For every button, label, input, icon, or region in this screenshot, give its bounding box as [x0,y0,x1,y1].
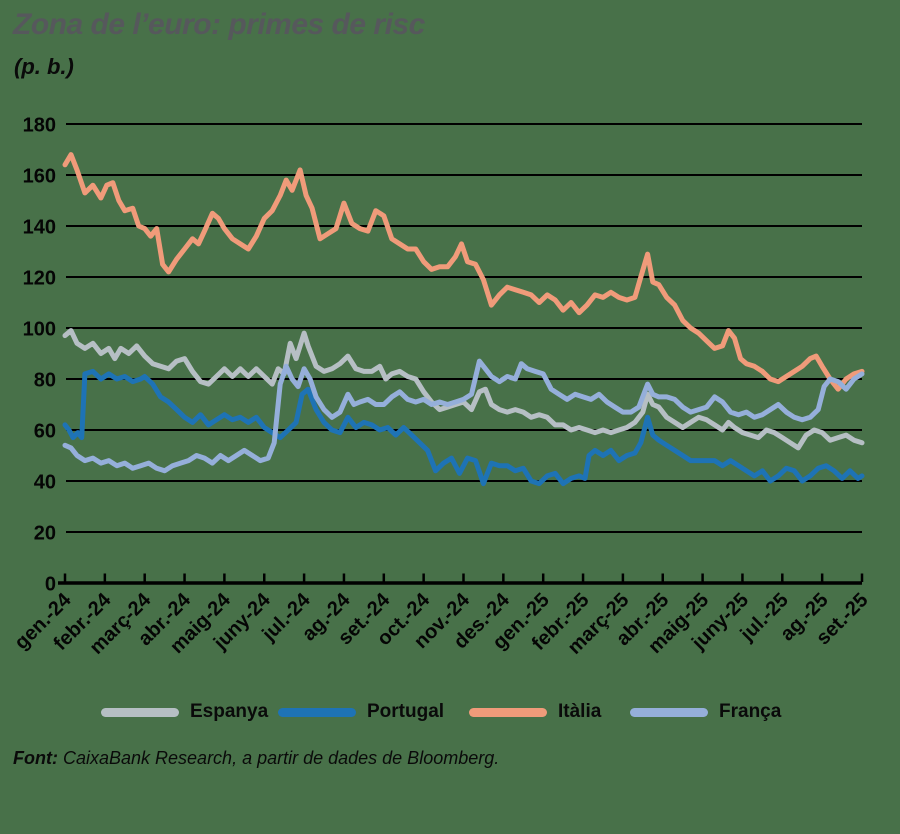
source-note: Font: CaixaBank Research, a partir de da… [13,748,499,769]
legend-label-Itàlia: Itàlia [558,701,602,722]
y-tick-label-120: 120 [23,268,56,290]
legend-label-Portugal: Portugal [367,701,445,722]
y-tick-label-60: 60 [34,421,56,443]
chart-title: Zona de l’euro: primes de risc [13,8,425,41]
legend-item-Espanya: Espanya [101,698,268,726]
legend-item-Itàlia: Itàlia [469,698,601,726]
source-note-text: CaixaBank Research, a partir de dades de… [57,748,500,768]
y-tick-label-40: 40 [34,472,56,494]
y-tick-label-100: 100 [23,319,56,341]
y-tick-label-140: 140 [23,217,56,239]
y-tick-label-0: 0 [45,574,56,596]
series-line-Itàlia [62,152,865,392]
y-tick-label-180: 180 [23,115,56,137]
series-line-Portugal [62,368,865,487]
legend-swatch-Espanya [101,707,179,717]
legend-item-França: França [630,698,781,726]
legend-item-Portugal: Portugal [278,698,444,726]
legend-label-Espanya: Espanya [190,701,269,722]
legend-swatch-Portugal [278,707,356,717]
y-tick-label-80: 80 [34,370,56,392]
source-note-label: Font: [13,748,58,768]
series-line-França [62,358,865,474]
legend-label-França: França [719,701,782,722]
legend-swatch-França [630,707,708,717]
y-tick-label-160: 160 [23,166,56,188]
legend-swatch-Itàlia [469,707,547,717]
chart-legend: Espanya Portugal Itàlia França [0,698,900,728]
y-tick-label-20: 20 [34,523,56,545]
chart-unit-subtitle: (p. b.) [14,54,74,79]
